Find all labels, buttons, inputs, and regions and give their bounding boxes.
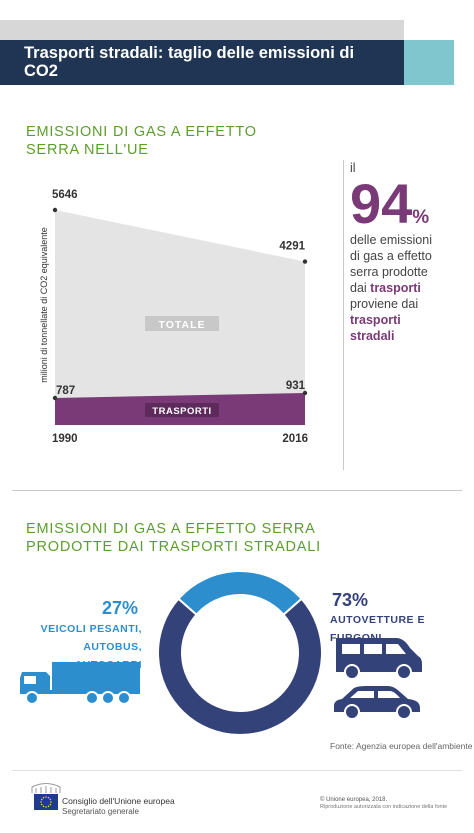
callout-text6: trasporti bbox=[350, 313, 401, 327]
data-source: Fonte: Agenzia europea dell'ambiente bbox=[330, 741, 473, 751]
vertical-divider bbox=[343, 160, 344, 470]
cars-vans-percent: 73% bbox=[332, 590, 369, 610]
section1-title-line1: EMISSIONI DI GAS A EFFETTO bbox=[26, 124, 257, 140]
legend-totale-badge: TOTALE bbox=[145, 316, 219, 331]
share-callout: il 94% delle emissioni di gas a effetto … bbox=[350, 160, 470, 344]
footer-divider bbox=[12, 770, 462, 771]
page-title: Trasporti stradali: taglio delle emissio… bbox=[24, 44, 355, 80]
section2-title-line1: EMISSIONI DI GAS A EFFETTO SERRA bbox=[26, 521, 316, 537]
callout-il: il bbox=[350, 161, 356, 175]
van-icon bbox=[336, 638, 422, 680]
eu-flag-icon bbox=[34, 794, 58, 810]
section1-title: EMISSIONI DI GAS A EFFETTO SERRA NELL'UE bbox=[26, 123, 257, 159]
y-axis-label: milioni di tonnellate di CO2 equivalente bbox=[39, 227, 49, 383]
data-point bbox=[52, 207, 58, 213]
header-accent-bar bbox=[0, 20, 404, 40]
callout-text1: delle emissioni bbox=[350, 233, 432, 247]
section-divider bbox=[12, 490, 462, 491]
data-point bbox=[302, 259, 308, 264]
callout-text2: di gas a effetto bbox=[350, 249, 432, 263]
legend-totale-label: TOTALE bbox=[158, 319, 205, 331]
callout-text3: serra prodotte bbox=[350, 265, 428, 279]
road-transport-donut-chart bbox=[157, 570, 323, 736]
copyright-line2: Riproduzione autorizzata con indicazione… bbox=[320, 804, 448, 810]
section2-title-line2: PRODOTTE DAI TRASPORTI STRADALI bbox=[26, 539, 321, 555]
callout-big-number: 94 bbox=[350, 172, 413, 235]
data-label: 4291 bbox=[279, 241, 305, 253]
header-banner: Trasporti stradali: taglio delle emissio… bbox=[0, 40, 404, 85]
data-label: 5646 bbox=[52, 189, 78, 201]
donut-slice-autovetture bbox=[157, 597, 323, 736]
header-teal-block bbox=[404, 40, 454, 85]
emissions-area-chart: 5646 4291 787 931 TOTALE TRASPORTI 1990 2016 mil… bbox=[39, 189, 308, 445]
x-tick-label: 1990 bbox=[52, 433, 78, 445]
council-building-icon bbox=[31, 783, 61, 793]
truck-icon bbox=[20, 662, 140, 705]
legend-trasporti-badge: TRASPORTI bbox=[145, 403, 219, 417]
callout-text7: stradali bbox=[350, 329, 395, 343]
section1-title-line2: SERRA NELL'UE bbox=[26, 142, 149, 158]
data-point bbox=[52, 395, 58, 401]
heavy-vehicles-percent: 27% bbox=[102, 598, 139, 618]
donut-slice-veicoli-pesanti bbox=[177, 570, 303, 617]
data-point bbox=[302, 390, 308, 396]
legend-trasporti-label: TRASPORTI bbox=[152, 406, 211, 417]
callout-text5: proviene dai bbox=[350, 297, 419, 311]
data-label: 931 bbox=[286, 380, 306, 392]
x-tick-label: 2016 bbox=[282, 433, 308, 445]
section2-title: EMISSIONI DI GAS A EFFETTO SERRA PRODOTT… bbox=[26, 520, 321, 556]
callout-text4-prefix: dai bbox=[350, 281, 371, 295]
data-label: 787 bbox=[56, 385, 75, 397]
callout-percent: % bbox=[412, 207, 430, 228]
callout-text4-em: trasporti bbox=[370, 281, 421, 295]
heavy-vehicles-label-line1: VEICOLI PESANTI, bbox=[40, 623, 142, 635]
council-name: Consiglio dell'Unione europea bbox=[62, 796, 175, 806]
copyright-line1: © Unione europea, 2018. bbox=[320, 797, 388, 803]
council-subtitle: Segretariato generale bbox=[62, 807, 139, 816]
car-icon bbox=[334, 686, 420, 720]
